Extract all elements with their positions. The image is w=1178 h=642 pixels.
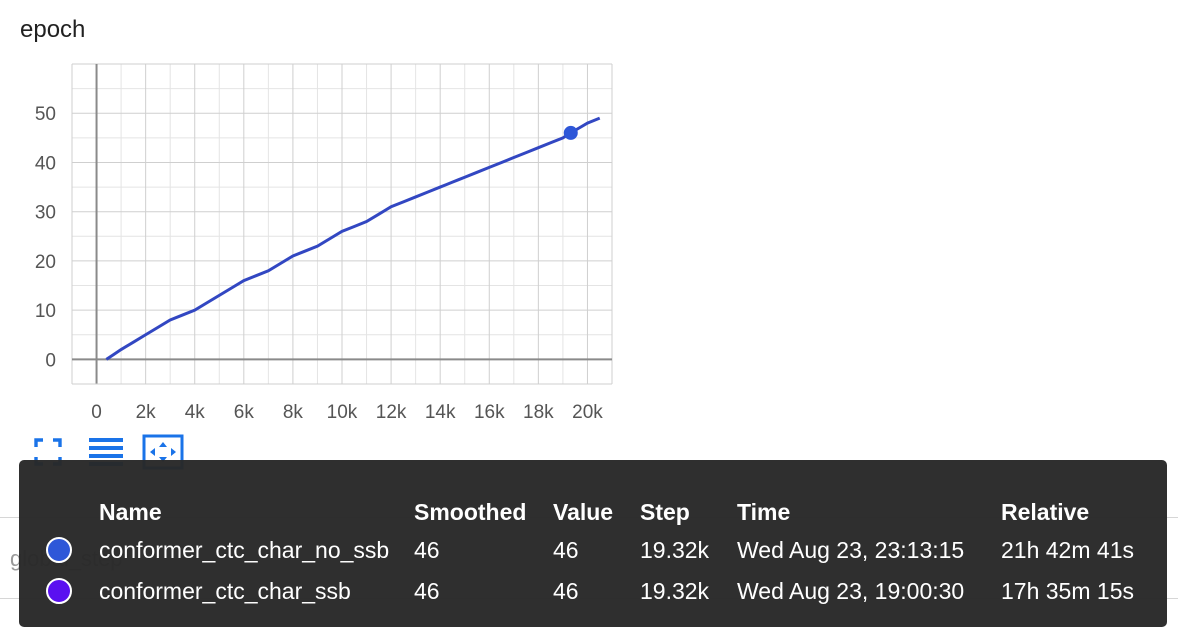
series-line (105, 116, 601, 361)
tooltip-header-row: Name Smoothed Value Step Time Relative (19, 495, 1167, 529)
x-tick-label: 10k (327, 402, 358, 423)
header-time: Time (737, 499, 791, 525)
header-step: Step (640, 499, 690, 525)
header-name: Name (99, 499, 162, 525)
x-tick-label: 2k (136, 402, 157, 423)
y-tick-label: 0 (45, 350, 56, 371)
row-relative: 17h 35m 15s (1001, 578, 1134, 604)
fullscreen-icon[interactable] (34, 438, 62, 471)
y-tick-label: 40 (35, 153, 56, 174)
row-relative: 21h 42m 41s (1001, 537, 1134, 563)
x-tick-label: 8k (283, 402, 304, 423)
x-tick-label: 0 (91, 402, 102, 423)
row-name: conformer_ctc_char_ssb (99, 578, 351, 604)
y-tick-label: 10 (35, 301, 56, 322)
y-tick-label: 20 (35, 252, 56, 273)
x-tick-label: 16k (474, 402, 505, 423)
series-color-swatch (46, 537, 72, 563)
data-tooltip: Name Smoothed Value Step Time Relative c… (19, 460, 1167, 627)
row-step: 19.32k (640, 578, 710, 604)
x-tick-label: 4k (185, 402, 206, 423)
series-color-swatch (46, 578, 72, 604)
row-step: 19.32k (640, 537, 710, 563)
x-tick-label: 14k (425, 402, 456, 423)
row-value: 46 (553, 578, 579, 604)
row-name: conformer_ctc_char_no_ssb (99, 537, 390, 563)
x-tick-label: 12k (376, 402, 407, 423)
row-smoothed: 46 (414, 578, 440, 604)
row-smoothed: 46 (414, 537, 440, 563)
x-tick-label: 20k (572, 402, 603, 423)
row-value: 46 (553, 537, 579, 563)
y-tick-label: 30 (35, 203, 56, 224)
row-time: Wed Aug 23, 23:13:15 (737, 537, 965, 563)
highlight-point (563, 125, 578, 140)
x-tick-label: 6k (234, 402, 255, 423)
tooltip-row: conformer_ctc_char_ssb 46 46 19.32k Wed … (19, 574, 1167, 608)
x-tick-label: 18k (523, 402, 554, 423)
chart-title: epoch (20, 16, 86, 43)
tooltip-row: conformer_ctc_char_no_ssb 46 46 19.32k W… (19, 533, 1167, 567)
row-time: Wed Aug 23, 19:00:30 (737, 578, 965, 604)
header-value: Value (553, 499, 614, 525)
y-tick-label: 50 (35, 104, 56, 125)
header-smoothed: Smoothed (414, 499, 527, 525)
header-relative: Relative (1001, 499, 1090, 525)
